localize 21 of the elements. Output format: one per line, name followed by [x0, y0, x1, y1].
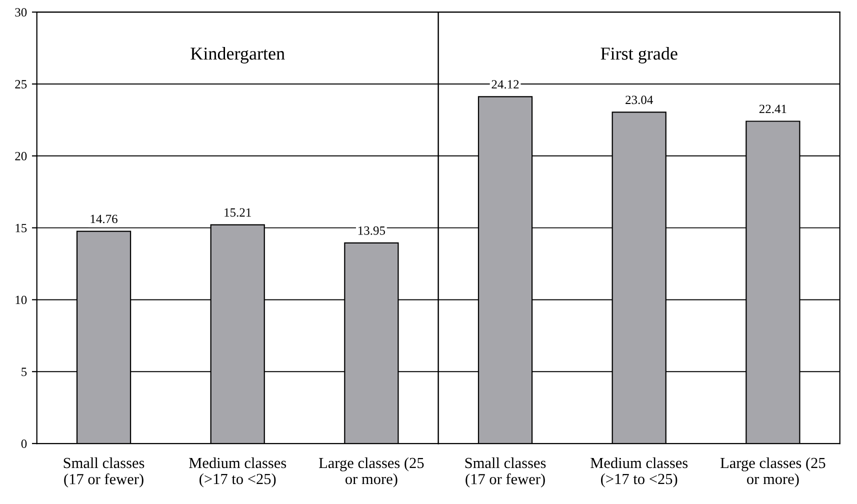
x-tick-label: Small classes (17 or fewer)	[465, 457, 546, 488]
x-tick-label: Small classes (17 or fewer)	[64, 457, 144, 488]
data-label: 13.95	[358, 226, 386, 235]
x-tick-label: Medium classes (>17 to <25)	[590, 457, 688, 488]
data-label: 15.21	[224, 208, 251, 217]
data-label: 22.41	[759, 104, 786, 114]
x-tick-label: Medium classes (>17 to <25)	[189, 457, 286, 488]
y-tick-label: 10	[16, 296, 27, 304]
y-tick-label: 15	[16, 224, 27, 232]
y-tick-label: 5	[22, 368, 27, 376]
x-tick-label: Large classes (25 or more)	[720, 457, 826, 488]
data-label: 14.76	[90, 214, 118, 224]
text: Kindergarten	[190, 47, 285, 64]
data-label: 24.12	[492, 80, 519, 89]
y-tick-label: 0	[21, 440, 27, 448]
x-tick-label: Large classes (25 or more)	[318, 457, 424, 488]
data-label: 23.04	[626, 96, 653, 104]
y-tick-label: 25	[15, 80, 27, 88]
y-tick-label: 30	[15, 8, 27, 17]
y-tick-label: 20	[15, 152, 27, 160]
text: First grade	[600, 47, 678, 64]
